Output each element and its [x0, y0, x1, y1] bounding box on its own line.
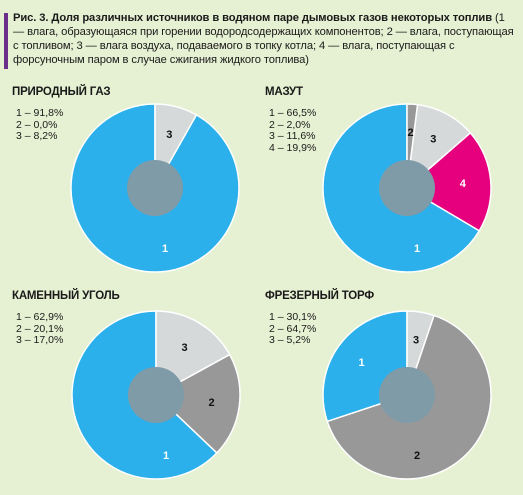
legend-entry: 3 – 17,0%	[16, 334, 64, 347]
donut-chart: 1 2 3	[322, 310, 492, 480]
slice-label-3: 3	[166, 129, 172, 141]
chart-panel-natural-gas: ПРИРОДНЫЙ ГАЗ 1 – 91,8% 2 – 0,0% 3 – 8,2…	[12, 86, 267, 291]
chart-panel-coal: КАМЕННЫЙ УГОЛЬ 1 – 62,9% 2 – 20,1% 3 – 1…	[12, 290, 267, 495]
slice-label-2: 2	[208, 397, 214, 409]
slice-label-3: 3	[430, 134, 436, 146]
donut-hole	[127, 160, 183, 216]
slice-label-3: 3	[413, 335, 419, 347]
legend-entry: 3 – 11,6%	[269, 130, 316, 143]
slice-label-2: 2	[407, 127, 413, 139]
slice-label-2: 2	[414, 450, 420, 462]
legend-entry: 4 – 19,9%	[269, 141, 317, 154]
caption-accent-bar	[4, 13, 8, 69]
chart-panel-milled-peat: ФРЕЗЕРНЫЙ ТОРФ 1 – 30,1% 2 – 64,7% 3 – 5…	[265, 290, 520, 495]
slice-label-1: 1	[414, 243, 420, 255]
chart-title: МАЗУТ	[265, 86, 303, 98]
legend-entry: 1 – 30,1%	[269, 311, 317, 323]
legend-entry: 3 – 8,2%	[16, 130, 58, 143]
chart-panel-fuel-oil: МАЗУТ 1 – 66,5% 2 – 2,0% 3 – 11,6% 4 – 1…	[265, 86, 520, 291]
donut-hole	[379, 367, 435, 423]
figure-caption: Рис. 3. Доля различных источников в водя…	[13, 11, 518, 67]
donut-chart: 1 4 3 2	[322, 103, 492, 273]
pie-slice-4	[405, 131, 492, 232]
legend-entry: 2 – 2,0%	[269, 118, 311, 131]
chart-legend: 1 – 66,5% 2 – 2,0% 3 – 11,6% 4 – 19,9%	[269, 107, 317, 154]
pie-slice-2	[154, 353, 241, 454]
slice-label-1: 1	[359, 357, 365, 369]
slice-label-1: 1	[162, 243, 168, 255]
chart-title: ФРЕЗЕРНЫЙ ТОРФ	[265, 290, 374, 302]
caption-text: (1 — влага, образующаяся при горении вод…	[13, 12, 514, 66]
legend-entry: 1 – 66,5%	[269, 107, 317, 119]
chart-legend: 1 – 30,1% 2 – 64,7% 3 – 5,2%	[269, 311, 317, 347]
slice-label-1: 1	[163, 450, 169, 462]
legend-entry: 3 – 5,2%	[269, 334, 311, 347]
chart-legend: 1 – 62,9% 2 – 20,1% 3 – 17,0%	[16, 311, 64, 347]
chart-title: ПРИРОДНЫЙ ГАЗ	[12, 86, 111, 98]
slice-label-3: 3	[181, 342, 187, 354]
legend-entry: 1 – 62,9%	[16, 311, 64, 323]
caption-title: Рис. 3. Доля различных источников в водя…	[13, 12, 492, 24]
chart-title: КАМЕННЫЙ УГОЛЬ	[12, 290, 120, 302]
slice-label-4: 4	[460, 178, 467, 190]
legend-entry: 1 – 91,8%	[16, 107, 64, 119]
donut-hole	[379, 160, 435, 216]
donut-chart: 1 2 3	[71, 310, 241, 480]
donut-chart: 13	[70, 103, 240, 273]
legend-entry: 2 – 20,1%	[16, 322, 64, 335]
legend-entry: 2 – 64,7%	[269, 322, 317, 335]
legend-entry: 2 – 0,0%	[16, 118, 58, 131]
chart-legend: 1 – 91,8% 2 – 0,0% 3 – 8,2%	[16, 107, 64, 143]
donut-hole	[128, 367, 184, 423]
